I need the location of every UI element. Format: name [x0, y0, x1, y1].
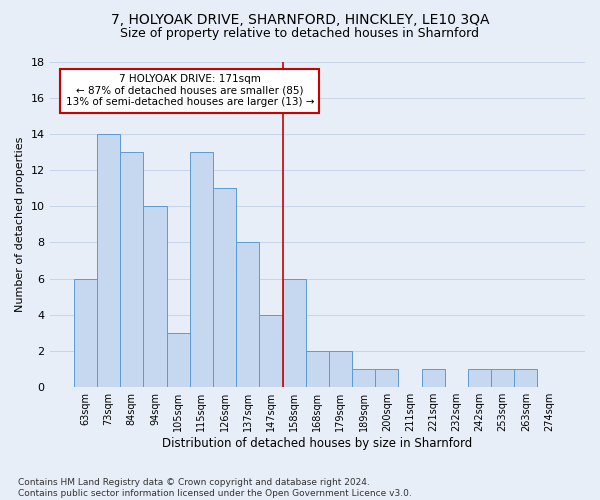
- Bar: [352, 369, 375, 387]
- Bar: [468, 369, 491, 387]
- Bar: [74, 278, 97, 387]
- Text: 7, HOLYOAK DRIVE, SHARNFORD, HINCKLEY, LE10 3QA: 7, HOLYOAK DRIVE, SHARNFORD, HINCKLEY, L…: [111, 12, 489, 26]
- Bar: [143, 206, 167, 387]
- Text: Contains HM Land Registry data © Crown copyright and database right 2024.
Contai: Contains HM Land Registry data © Crown c…: [18, 478, 412, 498]
- Bar: [259, 315, 283, 387]
- Bar: [213, 188, 236, 387]
- Bar: [97, 134, 120, 387]
- Y-axis label: Number of detached properties: Number of detached properties: [15, 136, 25, 312]
- Bar: [514, 369, 538, 387]
- Bar: [236, 242, 259, 387]
- Bar: [305, 351, 329, 387]
- Bar: [422, 369, 445, 387]
- Text: Size of property relative to detached houses in Sharnford: Size of property relative to detached ho…: [121, 28, 479, 40]
- Bar: [283, 278, 305, 387]
- Bar: [120, 152, 143, 387]
- Bar: [167, 333, 190, 387]
- Bar: [491, 369, 514, 387]
- Bar: [329, 351, 352, 387]
- Text: 7 HOLYOAK DRIVE: 171sqm
← 87% of detached houses are smaller (85)
13% of semi-de: 7 HOLYOAK DRIVE: 171sqm ← 87% of detache…: [65, 74, 314, 108]
- X-axis label: Distribution of detached houses by size in Sharnford: Distribution of detached houses by size …: [162, 437, 472, 450]
- Bar: [375, 369, 398, 387]
- Bar: [190, 152, 213, 387]
